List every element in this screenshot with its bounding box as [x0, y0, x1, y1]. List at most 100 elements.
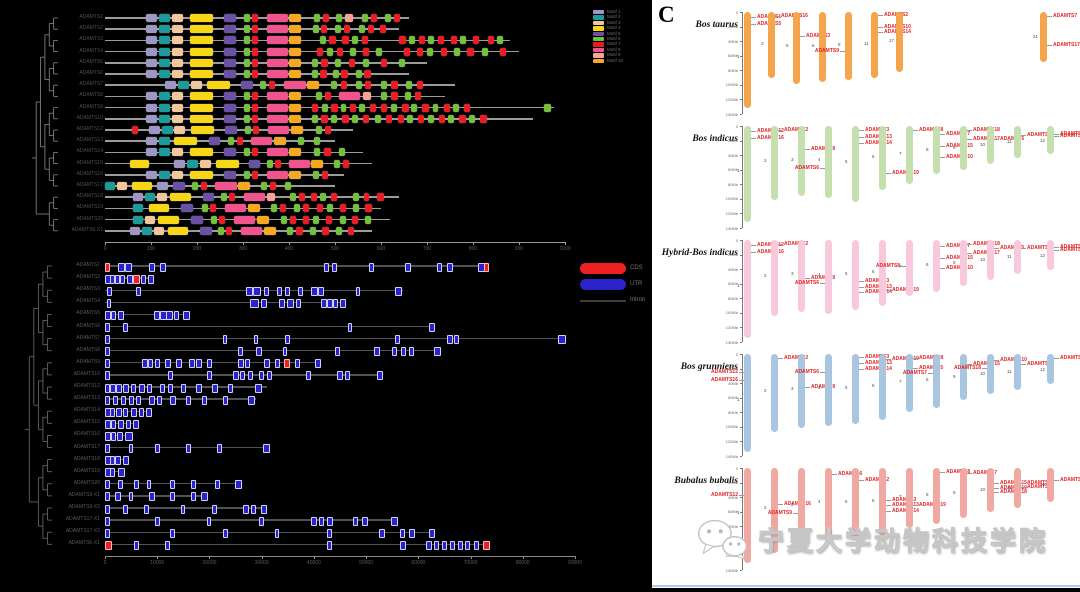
motif-box	[324, 92, 332, 101]
motif-box	[243, 36, 250, 45]
motif-box	[487, 36, 495, 45]
motif-box	[326, 47, 333, 56]
scale-tick	[739, 526, 743, 528]
scale-tick	[739, 254, 743, 256]
chromosome-number: 8	[838, 41, 841, 47]
motif-box	[370, 14, 377, 22]
gene-connector	[878, 15, 883, 17]
gene-name-label: ADAMTS4	[1060, 246, 1080, 253]
motif-box	[335, 14, 342, 22]
chromosome-number: 5	[845, 498, 848, 504]
legend-label: Motif 6	[607, 36, 621, 41]
utr-box	[337, 371, 344, 381]
chromosome-bar	[771, 240, 778, 316]
chromosome-bar	[825, 468, 832, 540]
utr-box	[159, 262, 166, 272]
sequence-line	[105, 106, 554, 109]
utr-box	[311, 516, 317, 526]
axis-tick-label: 80000	[515, 560, 530, 566]
chromosome-bar	[819, 12, 826, 82]
motif-box	[310, 226, 317, 235]
chromosome-bar	[1047, 240, 1054, 270]
motif-box	[158, 215, 180, 224]
motif-box	[146, 170, 158, 179]
utr-box	[295, 359, 301, 369]
scale-tick	[739, 184, 743, 186]
chromosome-bar	[987, 354, 994, 394]
chromosome-number: 3	[791, 386, 794, 392]
chromosome-bar	[960, 468, 967, 518]
gene-connector	[778, 130, 783, 132]
gene-connector	[1047, 45, 1052, 46]
motif-box	[299, 193, 306, 202]
scale-tick-label: 60Mb	[727, 281, 738, 287]
utr-box	[408, 528, 415, 538]
gene-label: ADAMTS1	[76, 262, 100, 268]
motif-box	[453, 47, 460, 56]
utr-box	[185, 444, 191, 453]
motif-box	[402, 103, 409, 112]
utr-box	[473, 540, 480, 550]
scale-tick	[739, 327, 743, 329]
gene-connector	[913, 357, 918, 359]
axis-tick	[105, 556, 106, 559]
motif-box	[146, 25, 158, 34]
motif-box	[172, 14, 184, 22]
motif-box	[146, 148, 158, 157]
chromosome-bar	[933, 468, 940, 524]
scale-tick	[739, 456, 743, 457]
motif-box	[266, 58, 289, 67]
motif-box	[377, 193, 384, 202]
utr-box	[149, 395, 156, 405]
gene-name-label: ADAMTS6	[838, 470, 863, 477]
intron-line	[105, 531, 434, 533]
chromosome-number: 7	[899, 151, 902, 157]
cds-box	[105, 540, 112, 550]
motif-box	[321, 58, 328, 67]
motif-box	[266, 70, 289, 78]
motif-box	[200, 182, 207, 190]
utr-box	[154, 310, 161, 320]
chromosome-number: 10	[980, 257, 986, 262]
gene-connector	[739, 494, 744, 496]
scale-tick-label: 100Mb	[725, 424, 738, 430]
chromosome-bar	[744, 468, 751, 563]
gene-name-label: ADAMTS18	[1000, 490, 1027, 495]
motif-box	[233, 215, 255, 224]
motif-box	[347, 226, 355, 235]
chromosome-bar	[879, 354, 886, 420]
utr-box	[206, 359, 212, 369]
scale-tick-label: 20Mb	[727, 24, 738, 30]
legend-label: Motif 10	[607, 57, 624, 63]
scale-tick-label: 40Mb	[727, 266, 738, 272]
gene-connector	[886, 358, 891, 360]
motif-box	[243, 170, 250, 179]
scale-tick	[739, 84, 743, 86]
motif-box	[289, 58, 301, 67]
utr-box	[180, 383, 187, 393]
gene-name-label: ADAMTS18	[954, 365, 981, 371]
motif-box	[172, 170, 184, 179]
utr-box	[105, 444, 111, 453]
gene-label: ADAMTS4	[79, 47, 103, 54]
motif-box	[450, 36, 458, 45]
utr-box	[379, 528, 385, 538]
motif-box	[349, 47, 356, 56]
motif-box	[296, 226, 303, 235]
utr-box	[217, 444, 223, 453]
motif-box	[146, 114, 158, 123]
motif-box	[289, 114, 301, 123]
scale-tick-label: 80Mb	[727, 181, 738, 187]
utr-box	[131, 407, 137, 417]
utr-box	[136, 286, 141, 296]
legend-swatch	[593, 42, 604, 47]
gene-name-label: ADAMTS10	[946, 154, 973, 160]
chromosome-bar	[960, 354, 967, 400]
motif-box	[358, 103, 365, 112]
scale-tick	[739, 198, 743, 200]
motif-box	[302, 204, 309, 213]
species-section: Hybrid-Bos indicus 0 20Mb 40Mb 60Mb 80Mb 100Mb…	[652, 236, 1080, 350]
motif-box	[463, 103, 471, 112]
gene-connector	[820, 371, 825, 373]
gene-name-label: ADAMTS19	[919, 502, 946, 508]
